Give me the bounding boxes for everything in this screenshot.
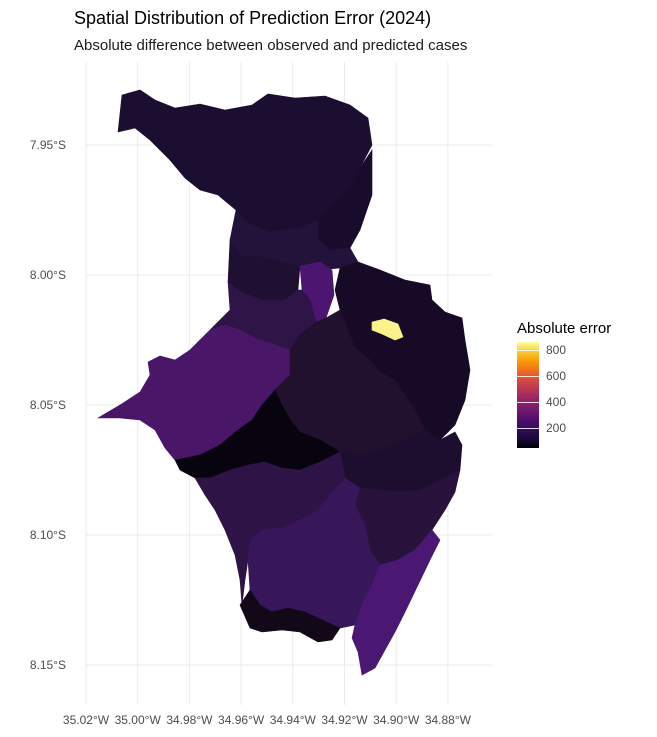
- x-tick-label: 34.98°W: [166, 713, 213, 727]
- x-tick-label: 34.90°W: [373, 713, 420, 727]
- y-tick-label: 8.10°S: [30, 528, 66, 542]
- x-tick-label: 34.88°W: [425, 713, 472, 727]
- legend-label: 800: [546, 342, 567, 357]
- legend-label: 400: [546, 395, 567, 410]
- legend-tick: [517, 402, 539, 404]
- chart-subtitle: Absolute difference between observed and…: [74, 37, 468, 54]
- region-south-tip[interactable]: [239, 589, 341, 643]
- y-tick-label: 8.00°S: [30, 268, 66, 282]
- region-layer: [96, 89, 471, 676]
- y-tick-label: 8.15°S: [30, 658, 66, 672]
- legend-label: 600: [546, 369, 567, 384]
- y-tick-label: 7.95°S: [30, 138, 66, 152]
- legend-label: 200: [546, 421, 567, 436]
- region-south-east-coast[interactable]: [351, 529, 441, 676]
- x-axis: 35.02°W 35.00°W 34.98°W 34.96°W 34.94°W 34.92…: [63, 713, 472, 727]
- x-tick-label: 35.02°W: [63, 713, 110, 727]
- legend-colorbar: [517, 342, 539, 448]
- legend-tick: [517, 428, 539, 430]
- legend-tick: [517, 376, 539, 378]
- x-tick-label: 34.94°W: [270, 713, 317, 727]
- region-yellow-highlight[interactable]: [371, 318, 404, 341]
- x-tick-label: 34.92°W: [321, 713, 368, 727]
- chart-title: Spatial Distribution of Prediction Error…: [74, 8, 432, 28]
- legend-tick: [517, 349, 539, 351]
- x-tick-label: 35.00°W: [115, 713, 162, 727]
- y-tick-label: 8.05°S: [30, 398, 66, 412]
- legend-title: Absolute error: [517, 320, 612, 337]
- y-axis: 7.95°S 8.00°S 8.05°S 8.10°S 8.15°S: [30, 138, 66, 672]
- x-tick-label: 34.96°W: [218, 713, 265, 727]
